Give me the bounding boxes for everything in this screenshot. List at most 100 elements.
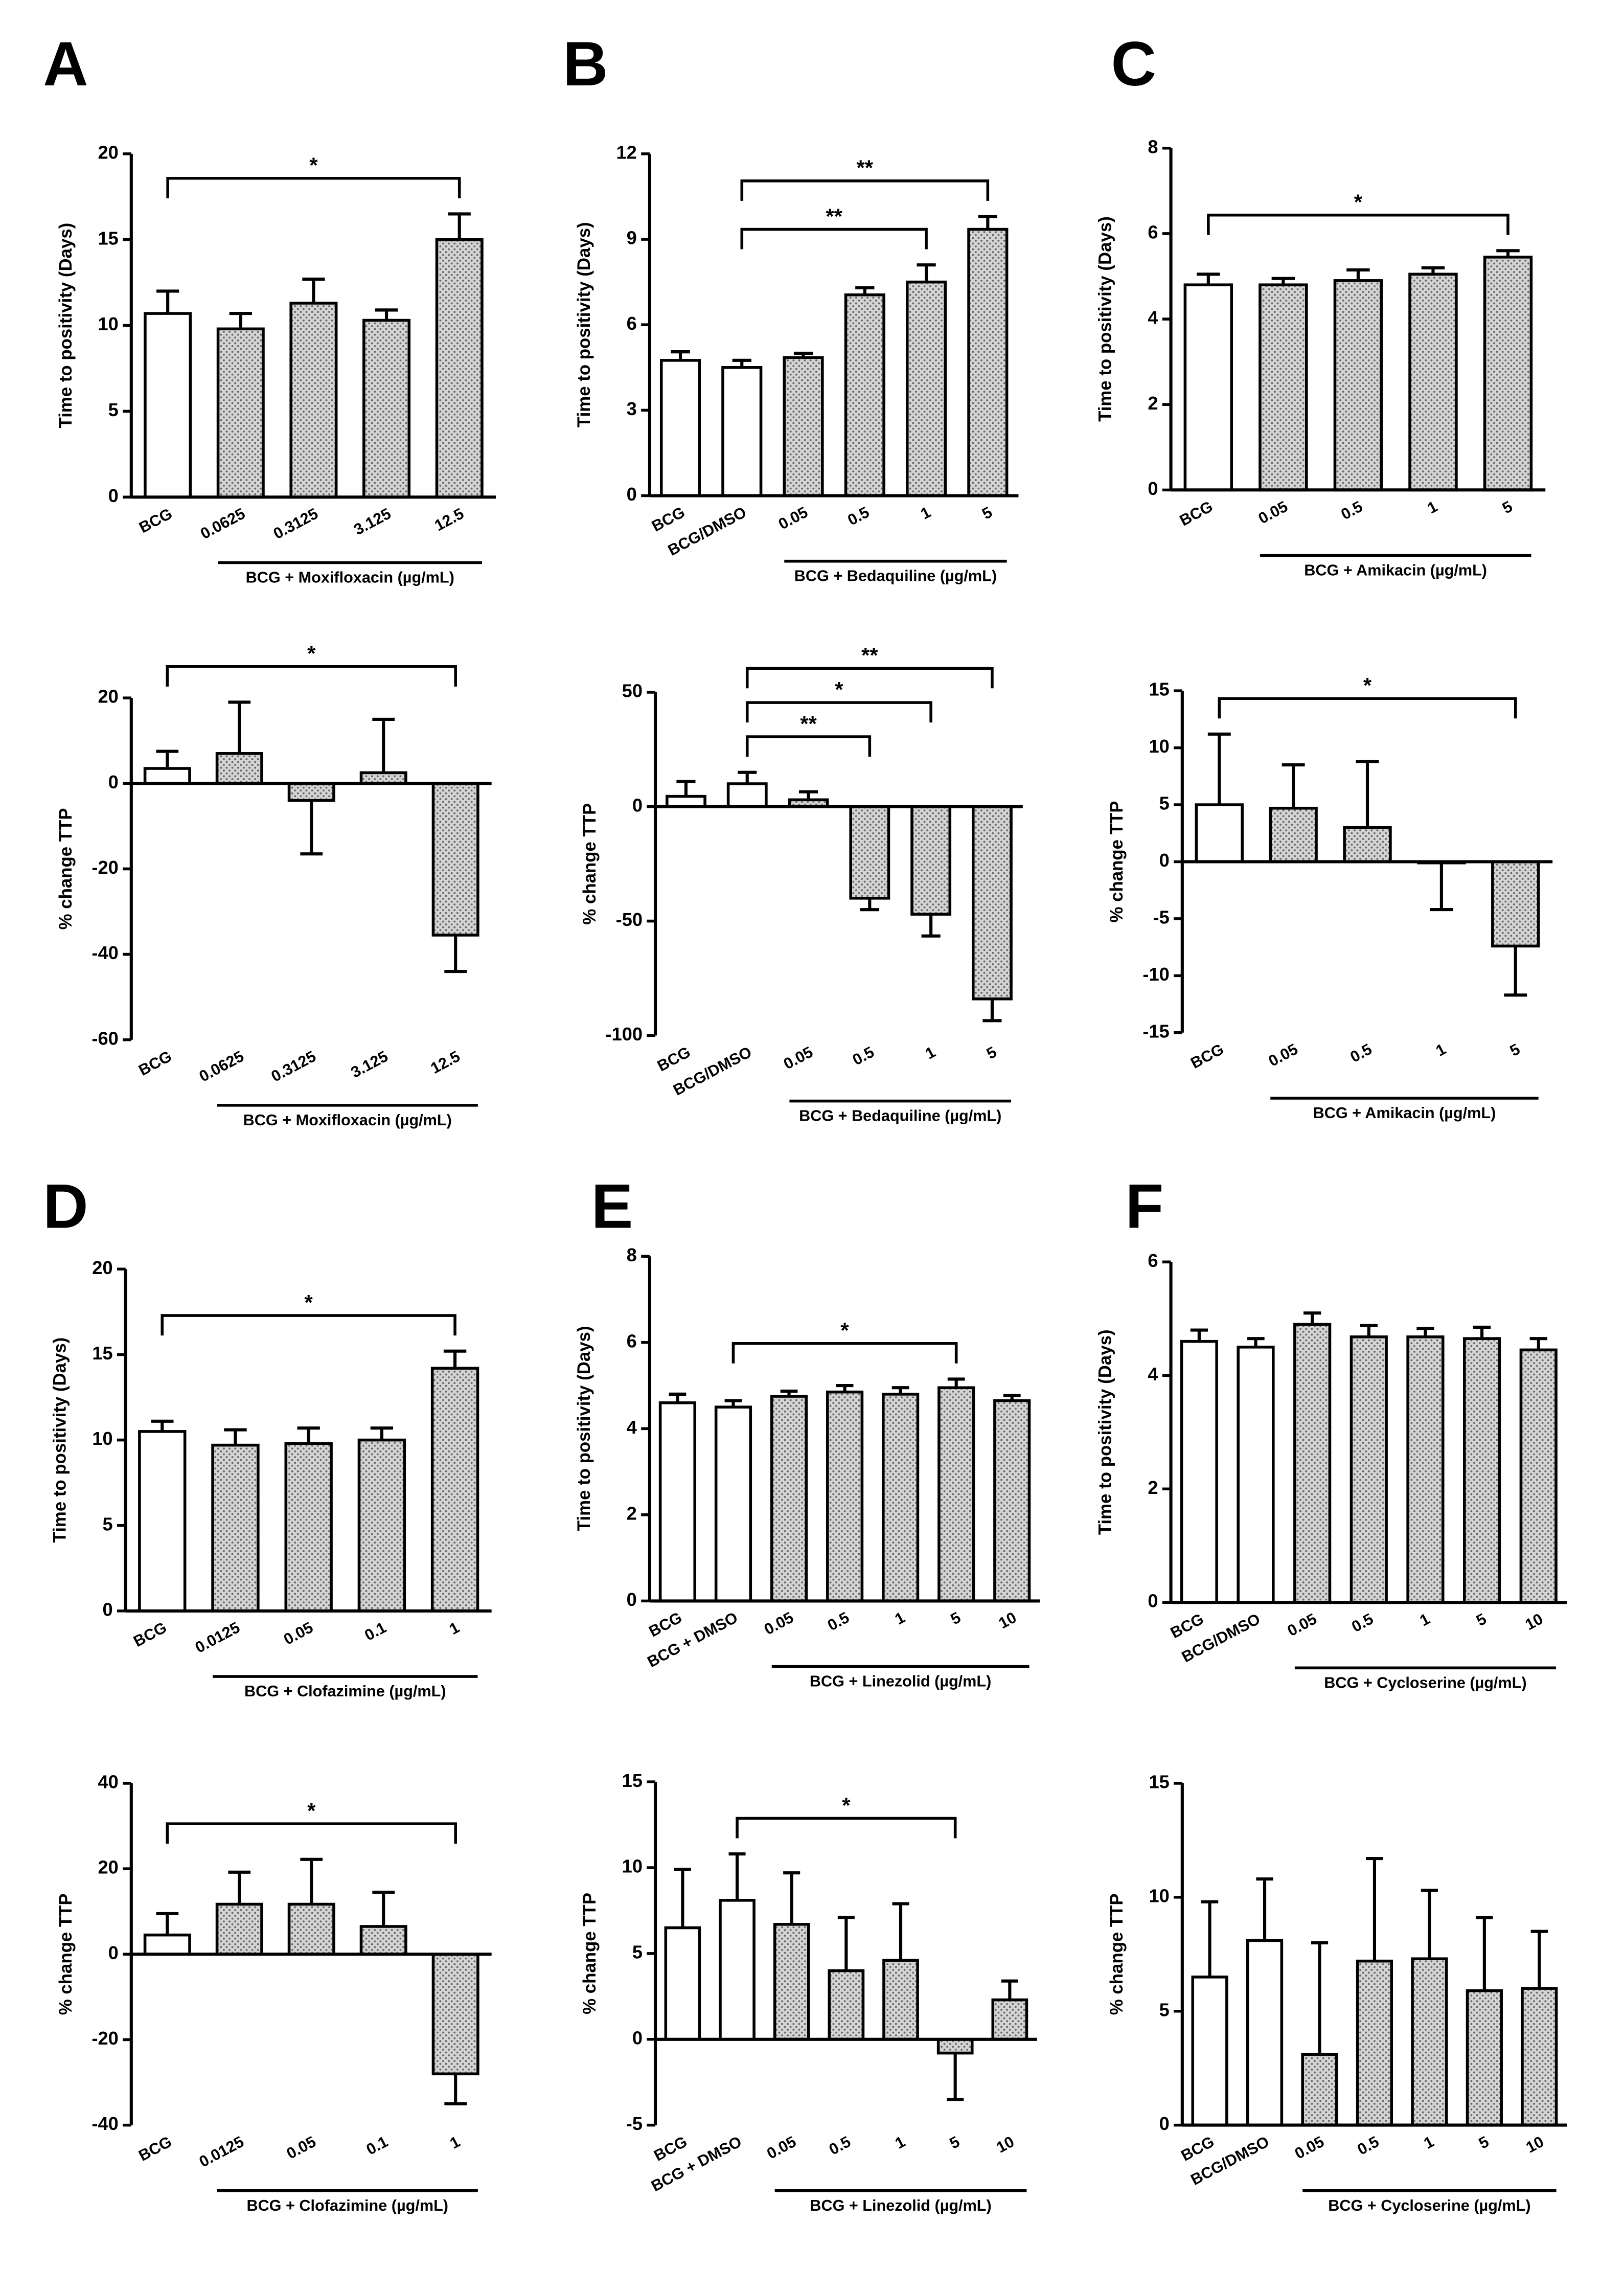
bar-texture bbox=[913, 808, 949, 913]
x-tick-label: 0.1 bbox=[362, 1619, 390, 1644]
x-tick-label: 0.05 bbox=[775, 504, 811, 533]
y-tick-label: 0 bbox=[627, 1589, 637, 1610]
significance-bracket bbox=[731, 1342, 958, 1364]
y-tick-label: -40 bbox=[92, 942, 118, 963]
x-tick-label: 0.0125 bbox=[196, 2133, 247, 2171]
significance-label: * bbox=[307, 642, 316, 666]
bar bbox=[1237, 1346, 1275, 1604]
y-tick-label: 40 bbox=[98, 1772, 118, 1792]
bar-texture bbox=[994, 2001, 1025, 2038]
bar bbox=[726, 782, 768, 808]
y-tick-label: 2 bbox=[627, 1503, 637, 1524]
panel-label: C bbox=[1111, 29, 1157, 99]
bar-texture bbox=[940, 1389, 972, 1600]
y-tick-label: 0 bbox=[627, 484, 637, 505]
bar-texture bbox=[438, 241, 481, 496]
bar-texture bbox=[974, 808, 1010, 997]
x-tick-label: BCG bbox=[1188, 1040, 1227, 1072]
bar-texture bbox=[852, 808, 887, 897]
y-tick-label: 10 bbox=[622, 1856, 643, 1877]
bar-texture bbox=[908, 283, 944, 494]
x-tick-label: 0.5 bbox=[1349, 1610, 1377, 1636]
y-tick-label: 5 bbox=[632, 1941, 643, 1962]
significance-bracket bbox=[745, 667, 994, 689]
x-tick-label: 5 bbox=[948, 1609, 964, 1628]
bar-texture bbox=[1466, 1340, 1498, 1601]
significance-bracket bbox=[166, 1822, 457, 1844]
y-axis-label: % change TTP bbox=[1107, 801, 1127, 923]
y-tick-label: 6 bbox=[1148, 1250, 1158, 1271]
y-axis-label: % change TTP bbox=[1107, 1893, 1127, 2015]
group-label: BCG + Amikacin (µg/mL) bbox=[1304, 562, 1487, 579]
bar bbox=[1195, 803, 1244, 864]
bar bbox=[719, 1899, 756, 2041]
x-tick-label: 10 bbox=[994, 2133, 1017, 2157]
group-label: BCG + Bedaquiline (µg/mL) bbox=[799, 1107, 1001, 1125]
bar-texture bbox=[287, 1445, 330, 1610]
x-tick-label: 0.05 bbox=[281, 1619, 316, 1648]
significance-label: ** bbox=[861, 643, 878, 667]
y-tick-label: -40 bbox=[92, 2113, 118, 2134]
bar bbox=[1183, 283, 1233, 492]
bar-texture bbox=[1296, 1326, 1329, 1601]
y-axis-label: % change TTP bbox=[56, 808, 76, 929]
panel-label: E bbox=[591, 1171, 633, 1241]
x-tick-label: 0.05 bbox=[1266, 1040, 1301, 1070]
significance-label: * bbox=[842, 1793, 851, 1817]
significance-label: * bbox=[835, 677, 843, 701]
group-label: BCG + Moxifloxacin (µg/mL) bbox=[243, 1111, 452, 1129]
panel-label: D bbox=[43, 1171, 88, 1241]
bar-texture bbox=[214, 1446, 257, 1610]
bar-texture bbox=[1353, 1338, 1385, 1601]
y-tick-label: 10 bbox=[98, 313, 118, 334]
bar bbox=[658, 1401, 697, 1603]
x-tick-label: 1 bbox=[918, 504, 933, 523]
significance-label: * bbox=[309, 153, 318, 177]
group-label: BCG + Clofazimine (µg/mL) bbox=[244, 1683, 446, 1700]
bar-texture bbox=[292, 304, 335, 496]
y-tick-label: 8 bbox=[627, 1244, 637, 1265]
bar bbox=[664, 1926, 701, 2041]
x-tick-label: 1 bbox=[892, 1609, 908, 1628]
significance-label: * bbox=[840, 1319, 849, 1343]
y-tick-label: -100 bbox=[606, 1024, 643, 1045]
x-tick-label: 3.125 bbox=[351, 505, 394, 538]
y-tick-label: 4 bbox=[627, 1417, 637, 1438]
bar-texture bbox=[433, 1369, 476, 1610]
y-tick-label: 6 bbox=[627, 313, 637, 334]
x-tick-label: BCG bbox=[1168, 1610, 1206, 1642]
y-axis-label: % change TTP bbox=[580, 803, 600, 925]
x-tick-label: BCG bbox=[136, 1048, 175, 1079]
y-tick-label: 0 bbox=[108, 772, 119, 792]
x-tick-label: 3.125 bbox=[348, 1048, 391, 1081]
significance-bracket bbox=[740, 228, 928, 249]
bar-texture bbox=[940, 2040, 971, 2052]
bar bbox=[721, 366, 763, 497]
y-tick-label: 5 bbox=[108, 399, 119, 420]
x-tick-label: 0.5 bbox=[1355, 2133, 1382, 2159]
x-tick-label: 0.5 bbox=[1338, 498, 1366, 524]
bar-texture bbox=[970, 231, 1005, 494]
x-tick-label: 1 bbox=[923, 1043, 939, 1063]
significance-bracket bbox=[740, 179, 990, 201]
significance-bracket bbox=[166, 665, 457, 687]
x-tick-label: 1 bbox=[447, 2133, 463, 2152]
bar-texture bbox=[791, 801, 826, 805]
x-tick-label: 1 bbox=[1421, 2133, 1437, 2152]
y-tick-label: 0 bbox=[632, 795, 643, 815]
y-tick-label: 15 bbox=[1149, 679, 1169, 700]
bar bbox=[143, 1933, 191, 1956]
x-tick-label: BCG bbox=[654, 1043, 693, 1075]
bar bbox=[144, 312, 192, 499]
significance-label: ** bbox=[826, 204, 842, 228]
y-tick-label: 0 bbox=[1148, 478, 1158, 499]
x-tick-label: 1 bbox=[446, 1619, 462, 1638]
bar-texture bbox=[847, 296, 883, 494]
bar bbox=[1246, 1939, 1284, 2127]
y-tick-label: -10 bbox=[1142, 964, 1169, 985]
significance-bracket bbox=[1207, 213, 1509, 235]
y-tick-label: 4 bbox=[1148, 307, 1158, 328]
x-tick-label: BCG bbox=[1177, 498, 1216, 530]
x-tick-label: 0.5 bbox=[826, 2133, 854, 2159]
y-tick-label: 20 bbox=[92, 1257, 112, 1278]
